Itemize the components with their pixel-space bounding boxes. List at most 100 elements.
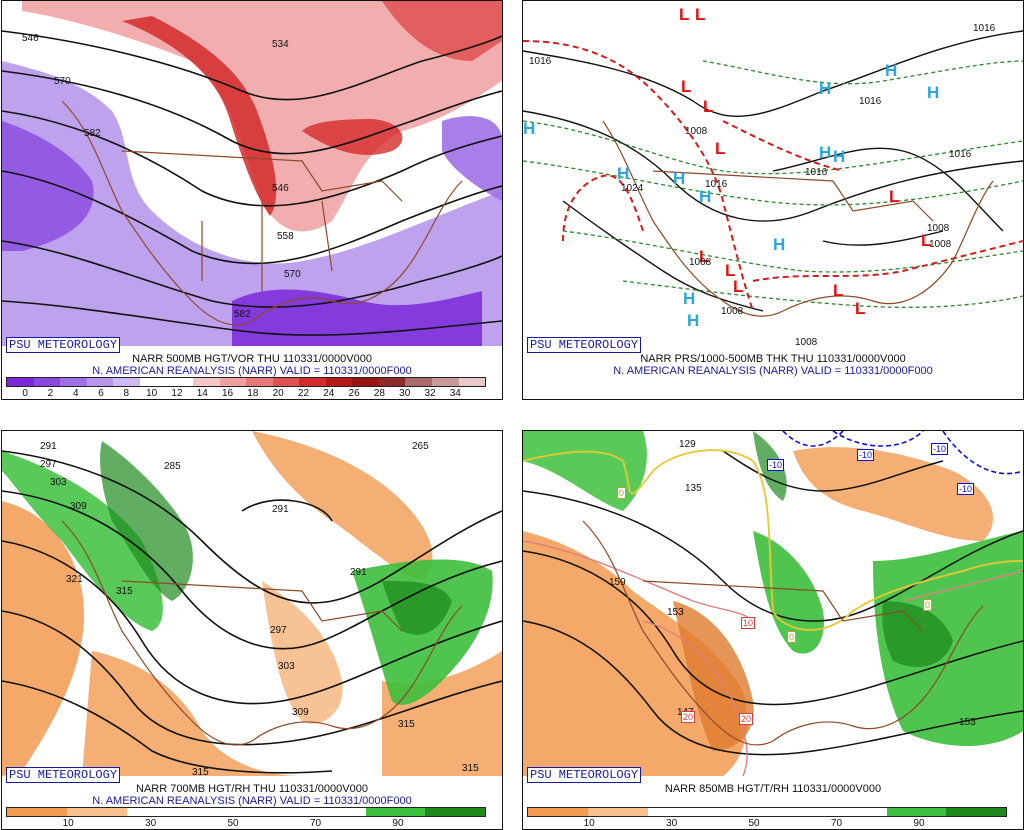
- low-pressure-marker: L: [855, 299, 866, 318]
- scale-swatch: [192, 378, 220, 386]
- caption-valid: N. AMERICAN REANALYSIS (NARR) VALID = 11…: [613, 365, 933, 377]
- scale-swatch: [946, 808, 1006, 816]
- contour-label: 315: [398, 719, 415, 730]
- panel-850mb-temperature-humidity: 129 135 159 153 147 153 -10 -10 -10 -10 …: [522, 430, 1024, 830]
- low-pressure-marker: L: [921, 231, 932, 250]
- scale-tick-label: 30: [145, 818, 157, 829]
- temperature-label: 0: [923, 599, 933, 611]
- temperature-label: 10: [741, 617, 756, 629]
- low-pressure-marker: L: [725, 261, 736, 280]
- scale-tick-label: 16: [222, 388, 234, 399]
- scale-swatch: [587, 808, 648, 816]
- isobar-label: 1008: [927, 223, 950, 234]
- low-pressure-marker: L: [695, 5, 706, 24]
- contour-label: 570: [54, 76, 71, 87]
- caption-product: NARR PRS/1000-500MB THK THU 110331/0000V…: [640, 353, 906, 365]
- isobar-label: 1008: [721, 306, 744, 317]
- scale-swatch: [219, 378, 247, 386]
- contour-label: 135: [685, 483, 702, 494]
- contour-label: 321: [66, 574, 83, 585]
- isobar-label: 1008: [929, 239, 952, 250]
- scale-swatch: [272, 378, 300, 386]
- scale-swatch: [166, 378, 193, 386]
- scale-tick-label: 24: [323, 388, 335, 399]
- scale-swatch: [86, 378, 114, 386]
- scale-tick-label: 10: [146, 388, 158, 399]
- temperature-label: -10: [767, 459, 785, 471]
- scale-tick-label: 90: [913, 818, 925, 829]
- contour-label: 582: [84, 128, 101, 139]
- color-scale-bar: [527, 807, 1007, 817]
- scale-swatch: [432, 378, 459, 386]
- low-pressure-marker: L: [833, 281, 844, 300]
- contour-label: 297: [40, 459, 57, 470]
- panel-500mb-vorticity: 534 570 582 546 558 570 582 546 PSU METE…: [1, 0, 503, 400]
- scale-swatch: [113, 378, 140, 386]
- contour-label: 309: [70, 501, 87, 512]
- high-pressure-marker: H: [773, 235, 786, 254]
- contour-label: 546: [272, 183, 289, 194]
- scale-swatch: [767, 808, 827, 816]
- panel-700mb-relative-humidity: 291 297 303 309 285 265 321 315 291 291 …: [1, 430, 503, 830]
- scale-tick-label: 30: [666, 818, 678, 829]
- isobar-label: 1008: [685, 126, 708, 137]
- contour-label: 291: [40, 441, 57, 452]
- contour-label: 265: [412, 441, 429, 452]
- scale-tick-label: 30: [399, 388, 411, 399]
- contour-label: 129: [679, 439, 696, 450]
- temperature-label: -10: [857, 449, 875, 461]
- contour-label: 315: [192, 767, 209, 778]
- isobar-label: 1024: [621, 183, 644, 194]
- contour-label: 291: [350, 567, 367, 578]
- humidity-700-map: [2, 431, 502, 776]
- scale-tick-label: 70: [830, 818, 843, 829]
- scale-swatch: [826, 808, 887, 816]
- high-pressure-marker: H: [833, 147, 846, 166]
- scale-tick-label: 34: [449, 388, 461, 399]
- psu-credit: PSU METEOROLOGY: [6, 337, 121, 353]
- scale-swatch: [425, 808, 485, 816]
- scale-tick-label: 2: [47, 388, 54, 399]
- scale-swatch: [405, 378, 432, 386]
- scale-swatch: [886, 808, 947, 816]
- high-pressure-marker: H: [523, 119, 536, 138]
- scale-swatch: [325, 378, 353, 386]
- scale-swatch: [365, 808, 426, 816]
- scale-swatch: [7, 378, 34, 386]
- temperature-label: -10: [931, 443, 949, 455]
- contour-label: 534: [272, 39, 289, 50]
- psu-credit: PSU METEOROLOGY: [6, 767, 121, 783]
- low-pressure-marker: L: [715, 139, 726, 158]
- isobar-label: 1008: [795, 337, 818, 348]
- low-pressure-marker: L: [703, 97, 714, 116]
- isobar-label: 1016: [859, 96, 882, 107]
- scale-ticks: 10 30 50 70 90: [527, 818, 1005, 829]
- high-pressure-marker: H: [819, 79, 832, 98]
- scale-swatch: [186, 808, 246, 816]
- isobar-label: 1016: [973, 23, 996, 34]
- contour-label: 303: [50, 477, 67, 488]
- contour-label: 558: [277, 231, 294, 242]
- scale-tick-label: 70: [309, 818, 322, 829]
- humidity-850-map: [523, 431, 1023, 776]
- scale-swatch: [66, 808, 127, 816]
- contour-label: 582: [234, 309, 251, 320]
- scale-swatch: [246, 808, 306, 816]
- contour-label: 315: [462, 763, 479, 774]
- contour-label: 153: [959, 717, 976, 728]
- scale-tick-label: 10: [583, 818, 595, 829]
- low-pressure-marker: L: [889, 187, 900, 206]
- scale-tick-label: 50: [748, 818, 760, 829]
- scale-tick-label: 10: [62, 818, 74, 829]
- scale-swatch: [246, 378, 273, 386]
- scale-ticks: 10 30 50 70 90: [6, 818, 484, 829]
- caption-product: NARR 700MB HGT/RH THU 110331/0000V000: [136, 783, 368, 795]
- scale-swatch: [299, 378, 326, 386]
- high-pressure-marker: H: [687, 311, 700, 330]
- contour-label: 159: [609, 577, 626, 588]
- high-pressure-marker: H: [617, 164, 630, 183]
- scale-tick-label: 6: [98, 388, 104, 399]
- scale-tick-label: 32: [424, 388, 436, 399]
- scale-tick-label: 90: [392, 818, 404, 829]
- caption-valid: N. AMERICAN REANALYSIS (NARR) VALID = 11…: [92, 365, 412, 377]
